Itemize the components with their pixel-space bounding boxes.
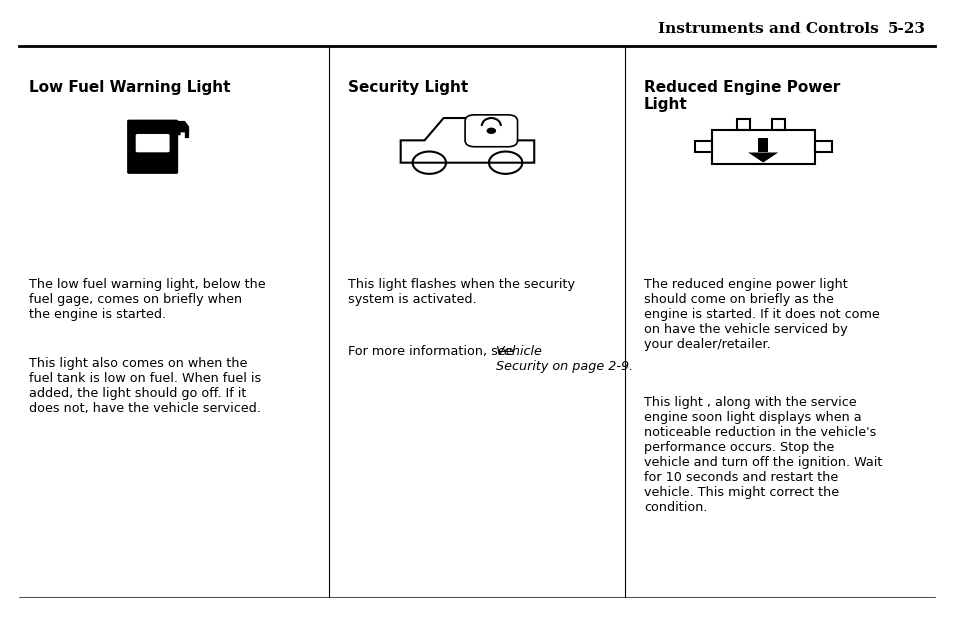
Text: Security Light: Security Light [348, 80, 468, 95]
Polygon shape [747, 152, 778, 163]
Bar [771, 119, 783, 130]
Text: Low Fuel Warning Light: Low Fuel Warning Light [29, 80, 230, 95]
Bar [758, 138, 767, 152]
Text: This light also comes on when the
fuel tank is low on fuel. When fuel is
added, : This light also comes on when the fuel t… [29, 357, 260, 415]
Text: The reduced engine power light
should come on briefly as the
engine is started. : The reduced engine power light should co… [643, 278, 879, 350]
Bar [711, 130, 814, 164]
FancyBboxPatch shape [135, 134, 170, 152]
Bar [814, 141, 831, 152]
Text: Reduced Engine Power
Light: Reduced Engine Power Light [643, 80, 840, 112]
Text: The low fuel warning light, below the
fuel gage, comes on briefly when
the engin: The low fuel warning light, below the fu… [29, 278, 265, 320]
Text: Instruments and Controls: Instruments and Controls [658, 22, 878, 36]
Bar [737, 119, 749, 130]
Bar [694, 141, 711, 152]
FancyBboxPatch shape [464, 115, 517, 147]
Text: This light , along with the service
engine soon light displays when a
noticeable: This light , along with the service engi… [643, 396, 882, 514]
Text: 5-23: 5-23 [886, 22, 924, 36]
Polygon shape [176, 121, 189, 138]
Text: For more information, see: For more information, see [348, 345, 517, 357]
Circle shape [486, 128, 496, 134]
FancyBboxPatch shape [127, 120, 178, 174]
Text: Vehicle
Security on page 2-9.: Vehicle Security on page 2-9. [496, 345, 633, 373]
Text: This light flashes when the security
system is activated.: This light flashes when the security sys… [348, 278, 575, 306]
